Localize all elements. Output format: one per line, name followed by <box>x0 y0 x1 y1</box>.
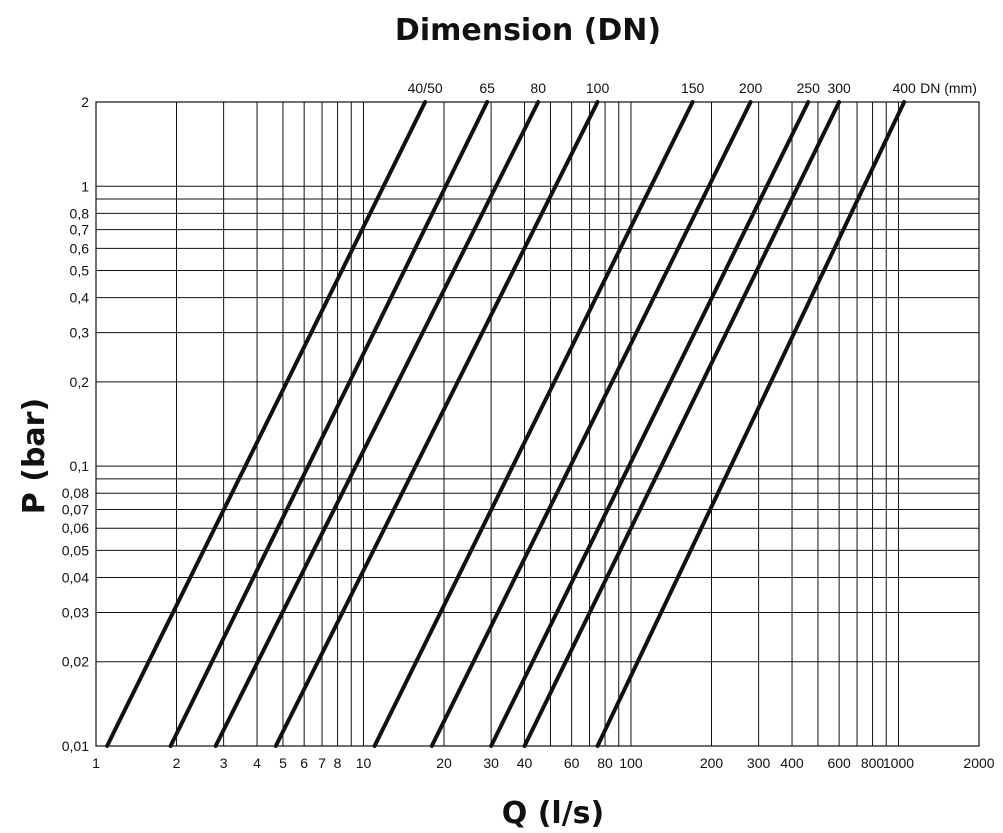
series-label-250: 250 <box>797 80 821 96</box>
x-tick-label: 80 <box>597 755 613 771</box>
x-tick-label: 400 <box>780 755 804 771</box>
series-line-200 <box>429 100 753 748</box>
series-labels: 40/50 65 80 100 150 200 250 300 400 <box>408 80 916 96</box>
y-tick-label: 0,04 <box>62 569 89 585</box>
x-tick-label: 8 <box>334 755 342 771</box>
y-tick-label: 0,1 <box>70 458 90 474</box>
series-label-40-50: 40/50 <box>408 80 443 96</box>
x-tick-label: 600 <box>827 755 851 771</box>
top-unit-label: DN (mm) <box>920 80 977 96</box>
x-tick-label: 6 <box>300 755 308 771</box>
x-tick-label: 1 <box>92 755 100 771</box>
x-tick-label: 1000 <box>883 755 914 771</box>
x-tick-label: 3 <box>220 755 228 771</box>
y-axis-label: P (bar) <box>17 398 52 514</box>
chart-title: Dimension (DN) <box>395 13 661 48</box>
x-tick-label: 300 <box>747 755 771 771</box>
series-lines <box>105 100 907 748</box>
x-tick-label: 20 <box>436 755 452 771</box>
x-tick-label: 800 <box>861 755 885 771</box>
y-tick-label: 0,5 <box>70 263 90 279</box>
x-tick-label: 4 <box>253 755 261 771</box>
series-line-65 <box>168 100 490 748</box>
series-label-400: 400 <box>892 80 916 96</box>
y-tick-label: 0,02 <box>62 654 89 670</box>
y-tick-label: 0,06 <box>62 520 89 536</box>
y-tick-label: 0,05 <box>62 542 89 558</box>
y-tick-label: 1 <box>81 178 89 194</box>
y-tick-label: 0,3 <box>70 325 90 341</box>
grid <box>95 101 980 747</box>
y-tick-label: 0,2 <box>70 374 90 390</box>
y-tick-label: 0,4 <box>70 290 90 306</box>
series-label-65: 65 <box>479 80 495 96</box>
y-tick-label: 0,8 <box>70 205 90 221</box>
x-tick-label: 2 <box>173 755 181 771</box>
series-label-100: 100 <box>586 80 610 96</box>
tick-labels: 1 2 3 4 5 6 7 8 10 20 30 40 60 80 100 200 300 400 600 80010… <box>62 94 995 771</box>
y-tick-label: 0,01 <box>62 738 89 754</box>
series-line-400 <box>595 100 907 748</box>
series-label-150: 150 <box>681 80 705 96</box>
x-tick-label: 60 <box>564 755 580 771</box>
x-tick-label: 7 <box>318 755 326 771</box>
x-tick-label: 30 <box>483 755 499 771</box>
y-tick-label: 2 <box>81 94 89 110</box>
y-tick-label: 0,08 <box>62 485 89 501</box>
series-line-150 <box>372 100 695 748</box>
series-label-200: 200 <box>739 80 763 96</box>
x-tick-label: 10 <box>356 755 372 771</box>
x-tick-label: 5 <box>279 755 287 771</box>
series-line-300 <box>522 100 842 748</box>
series-line-100 <box>273 100 600 748</box>
x-tick-label: 40 <box>517 755 533 771</box>
x-axis-label: Q (l/s) <box>502 796 604 831</box>
y-tick-label: 0,03 <box>62 604 89 620</box>
y-tick-label: 0,7 <box>70 222 90 238</box>
series-label-80: 80 <box>530 80 546 96</box>
y-tick-label: 0,6 <box>70 240 90 256</box>
series-line-250 <box>489 100 811 748</box>
x-tick-label: 100 <box>619 755 643 771</box>
y-tick-label: 0,07 <box>62 501 89 517</box>
x-tick-label: 200 <box>700 755 724 771</box>
x-tick-label: 2000 <box>963 755 994 771</box>
series-line-40-50 <box>105 100 428 748</box>
series-label-300: 300 <box>827 80 851 96</box>
series-line-80 <box>213 100 541 748</box>
